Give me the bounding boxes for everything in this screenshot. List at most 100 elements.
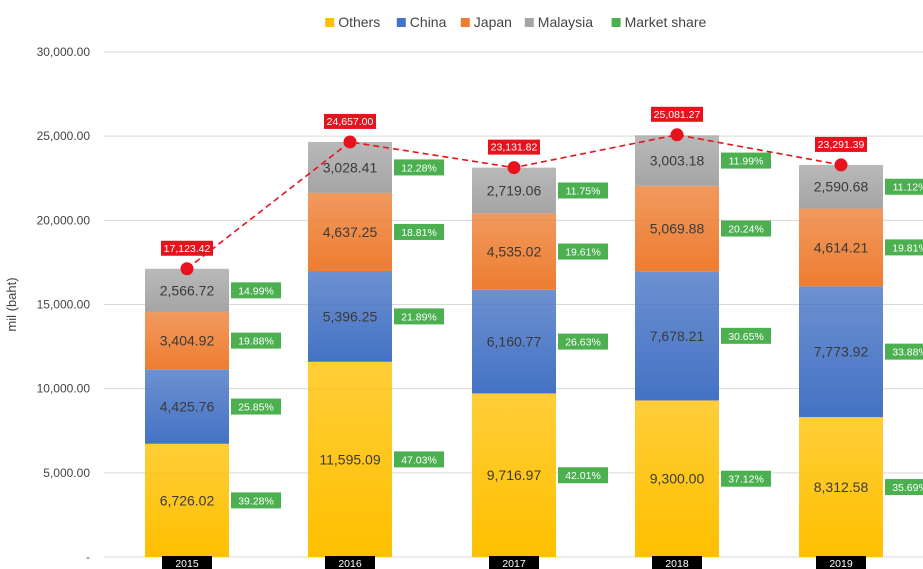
total-label-box	[161, 240, 213, 256]
total-value-label: 23,131.82	[491, 142, 538, 154]
x-category-box	[652, 556, 702, 569]
market-share-label: 37.12%	[728, 474, 764, 486]
x-category-box	[489, 556, 539, 569]
legend-label: Malaysia	[538, 14, 593, 30]
segment-value-label: 5,396.25	[323, 308, 378, 324]
segment-value-label: 6,160.77	[487, 334, 542, 350]
market-share-label: 19.81%	[892, 242, 923, 254]
total-label-box	[324, 113, 376, 129]
bar-segment-others	[472, 393, 556, 557]
market-share-label: 19.61%	[565, 247, 601, 259]
market-share-badge	[885, 239, 923, 256]
total-marker	[507, 161, 521, 175]
segment-value-label: 2,719.06	[487, 182, 542, 198]
segment-value-label: 2,566.72	[160, 282, 215, 298]
market-share-badge	[885, 178, 923, 195]
market-share-label: 30.65%	[728, 331, 764, 343]
y-tick-label: 10,000.00	[37, 382, 91, 396]
market-share-label: 11.99%	[729, 156, 764, 168]
market-share-badge	[721, 220, 771, 237]
bar-segment-others	[635, 400, 719, 557]
market-share-badge	[231, 332, 281, 349]
bar-segment-china	[308, 270, 392, 362]
market-share-label: 39.28%	[238, 495, 274, 507]
x-tick-label: 2017	[502, 558, 526, 569]
market-share-badge	[885, 343, 923, 360]
market-share-badge	[394, 451, 444, 468]
bar-segment-malaysia	[472, 167, 556, 214]
x-tick-label: 2018	[665, 558, 689, 569]
market-share-label: 18.81%	[401, 227, 437, 239]
x-category-box	[325, 556, 375, 569]
data-labels: 6,726.02 39.28% 4,425.76 25.85% 3,404.92 19.8…	[160, 152, 923, 569]
bar-segment-china	[145, 369, 229, 444]
market-share-badge	[558, 467, 608, 484]
segment-value-label: 7,678.21	[650, 328, 705, 344]
market-share-label: 26.63%	[565, 337, 601, 349]
segment-value-label: 4,637.25	[323, 224, 378, 240]
bar-segment-japan	[145, 311, 229, 370]
total-label-box	[651, 106, 703, 122]
market-share-badge	[394, 308, 444, 325]
market-share-badge	[721, 470, 771, 487]
total-value-label: 23,291.39	[818, 139, 865, 151]
bar-segment-japan	[308, 192, 392, 271]
market-share-label: 11.75%	[566, 185, 601, 197]
x-category-box	[162, 556, 212, 569]
market-share-label: 35.69%	[892, 482, 923, 494]
market-share-label: 20.24%	[728, 224, 764, 236]
segment-value-label: 9,716.97	[487, 467, 542, 483]
bar-segment-china	[472, 289, 556, 394]
legend-swatch	[524, 18, 534, 27]
total-label-box	[488, 139, 540, 155]
x-tick-label: 2019	[829, 558, 853, 569]
x-tick-label: 2016	[338, 558, 362, 569]
segment-value-label: 6,726.02	[160, 492, 215, 508]
total-marker	[834, 158, 848, 172]
market-share-label: 21.89%	[401, 311, 437, 323]
bar-segment-china	[799, 286, 883, 418]
market-share-badge	[231, 282, 281, 299]
total-value-label: 25,081.27	[654, 109, 701, 121]
segment-value-label: 4,535.02	[487, 244, 542, 260]
y-tick-label: 25,000.00	[37, 129, 91, 143]
segment-value-label: 4,614.21	[814, 239, 869, 255]
segment-value-label: 3,028.41	[323, 159, 378, 175]
bar-segment-japan	[472, 213, 556, 290]
legend-label: China	[410, 14, 447, 30]
legend-swatch	[611, 18, 621, 27]
y-axis-title: mil (baht)	[4, 277, 19, 331]
market-share-badge	[558, 182, 608, 199]
bar-segment-japan	[799, 208, 883, 287]
market-share-badge	[721, 327, 771, 344]
y-tick-label: 15,000.00	[37, 298, 91, 312]
segment-value-label: 3,003.18	[650, 153, 705, 169]
total-marker	[343, 135, 357, 149]
market-share-badge	[394, 159, 444, 176]
legend-swatch	[460, 18, 470, 27]
segment-value-label: 11,595.09	[319, 451, 380, 467]
market-share-badge	[885, 479, 923, 496]
bar-segment-others	[145, 443, 229, 557]
segment-value-label: 2,590.68	[814, 179, 869, 195]
market-share-label: 14.99%	[238, 285, 274, 297]
total-label-box	[815, 136, 867, 152]
market-share-badge	[558, 333, 608, 350]
bar-segment-china	[635, 271, 719, 401]
total-value-label: 17,123.42	[164, 243, 211, 255]
legend-label: Others	[338, 14, 380, 30]
bar-segment-malaysia	[145, 268, 229, 312]
market-share-label: 42.01%	[565, 470, 601, 482]
y-tick-label: -	[86, 550, 90, 564]
market-share-badge	[231, 398, 281, 415]
bar-segment-malaysia	[308, 141, 392, 193]
market-share-label: 12.28%	[401, 162, 437, 174]
bar-segment-others	[308, 361, 392, 557]
legend-label: Market share	[625, 14, 707, 30]
segment-value-label: 4,425.76	[160, 399, 215, 415]
market-share-badge	[558, 243, 608, 260]
legend-swatch	[396, 18, 406, 27]
legend-label: Japan	[474, 14, 512, 30]
